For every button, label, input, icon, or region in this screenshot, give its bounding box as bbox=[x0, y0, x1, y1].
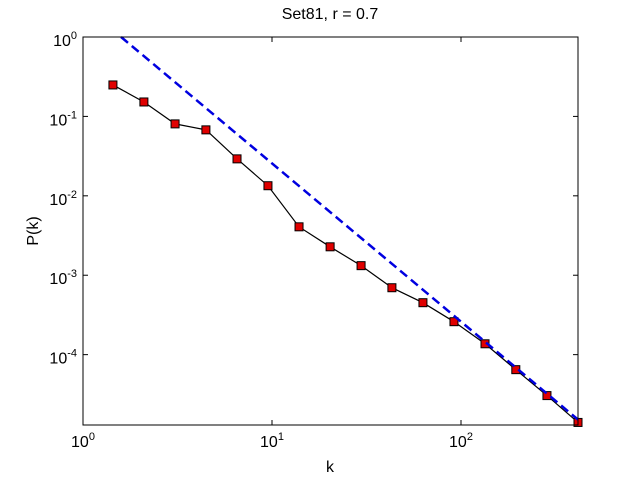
marker bbox=[201, 125, 211, 135]
marker bbox=[294, 222, 304, 232]
marker bbox=[325, 242, 335, 252]
x-axis-label: k bbox=[326, 459, 335, 476]
marker bbox=[449, 317, 459, 327]
chart-title: Set81, r = 0.7 bbox=[282, 6, 379, 23]
marker bbox=[542, 391, 552, 401]
x-tick-label: 102 bbox=[449, 431, 473, 451]
marker bbox=[170, 119, 180, 129]
y-tick-label: 100 bbox=[53, 30, 77, 50]
series-line bbox=[120, 36, 579, 421]
x-tick-label: 100 bbox=[71, 431, 95, 451]
series-line bbox=[112, 84, 579, 423]
y-axis-label: P(k) bbox=[25, 216, 42, 245]
marker bbox=[232, 154, 242, 164]
y-tick-label: 10-4 bbox=[49, 348, 77, 368]
plot-frame bbox=[82, 36, 579, 426]
y-tick-label: 10-2 bbox=[49, 189, 77, 209]
marker bbox=[418, 298, 428, 308]
marker bbox=[263, 181, 273, 191]
marker bbox=[139, 97, 149, 107]
x-tick-label: 101 bbox=[260, 431, 284, 451]
marker bbox=[356, 261, 366, 271]
y-tick-label: 10-3 bbox=[49, 268, 77, 288]
y-tick-label: 10-1 bbox=[49, 109, 77, 129]
marker bbox=[387, 283, 397, 293]
marker bbox=[108, 80, 118, 90]
